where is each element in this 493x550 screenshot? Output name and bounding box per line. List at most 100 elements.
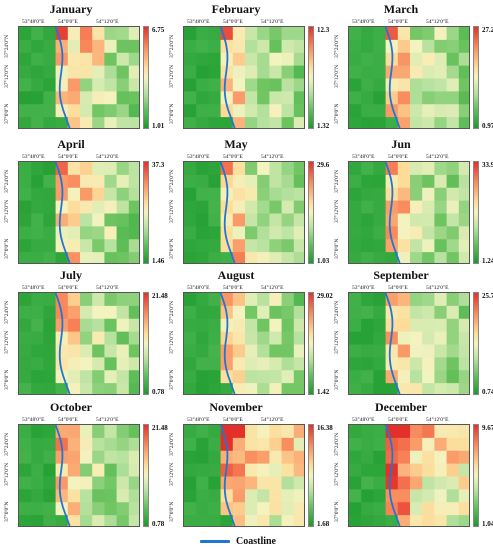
map-cell [410,78,423,92]
map-cell [19,213,32,227]
map-cell [128,357,139,371]
lon-tick-label: 53°48'0"E [187,417,210,423]
map-cell [208,463,222,478]
lat-tick-label: 37°24'0"N [4,432,10,456]
map-cell [434,450,448,465]
panel-january: January 53°48'0"E 54°0'0"E 54°12'0"E 37°24'0… [4,2,166,132]
map-cell [116,293,130,307]
map-cell [269,463,283,478]
lon-tick-label: 54°0'0"E [223,154,243,160]
map-cell [293,162,304,176]
colorbar-min-label: 1.32 [317,122,330,130]
map-cell [208,476,222,490]
map-cell [446,515,460,526]
map-cell [31,450,44,465]
map-cell [349,331,362,346]
lon-tick-label: 54°0'0"E [58,154,78,160]
map-cell [361,187,374,202]
map-cell [19,502,32,516]
map-cell [257,515,270,526]
lon-tick-label: 53°48'0"E [352,154,375,160]
concentration-map [183,26,305,129]
map-cell [458,450,469,465]
map-cell [43,27,57,41]
lat-tick-label: 37°12'0"N [169,330,175,354]
map-cell [397,344,411,358]
map-cell [31,357,44,371]
coastline [54,293,71,394]
map-cell [422,383,435,394]
map-cell [67,52,81,67]
colorbar-min-label: 0.74 [482,388,493,396]
map-cell [373,502,387,516]
map-cell [434,515,448,526]
map-cell [184,383,197,394]
coastline [384,27,401,128]
map-cell [373,78,387,92]
colorbar [308,26,314,129]
map-cell [80,476,93,490]
map-cell [19,239,32,253]
map-cell [55,383,69,394]
map-cell [104,200,118,215]
map-cell [43,331,57,346]
lon-tick-label: 54°12'0"E [96,285,119,291]
map-cell [293,200,304,215]
map-cell [349,187,362,202]
map-cell [184,305,197,320]
lon-tick-label: 54°12'0"E [426,285,449,291]
map-cell [55,515,69,526]
lat-tick-label: 37°0'0"N [334,238,340,259]
map-cell [19,200,32,215]
map-cell [128,39,139,54]
lat-tick-label: 37°24'0"N [334,34,340,58]
map-cell [245,52,258,67]
map-cell [373,239,387,253]
map-cell [67,463,81,478]
map-cell [232,39,246,54]
map-cell [232,476,246,490]
map-cell [116,27,130,41]
panel-may: May 53°48'0"E 54°0'0"E 54°12'0"E 37°24'0"N 37… [169,137,331,267]
map-cell [397,383,411,394]
map-cell [31,117,44,128]
map-cell [19,174,32,189]
map-cell [410,39,423,54]
colorbar-max-label: 29.02 [317,292,333,300]
map-cell [422,318,435,333]
map-cell [128,239,139,253]
concentration-map [348,161,470,264]
coastline-legend-icon [200,539,230,543]
map-cell [422,502,435,516]
panel-september: September 53°48'0"E 54°0'0"E 54°12'0"E 37°24… [334,268,493,398]
map-cell [116,39,130,54]
coastline [219,27,236,128]
map-cell [43,450,57,465]
map-cell [43,425,57,439]
map-cell [458,383,469,394]
lon-tick-label: 54°0'0"E [223,19,243,25]
map-cell [196,52,209,67]
map-cell [43,162,57,176]
map-cell [434,104,448,118]
map-cell [80,226,93,240]
map-cell [361,174,374,189]
map-cell [434,78,448,92]
map-cell [397,437,411,452]
map-cell [245,162,258,176]
map-cell [208,213,222,227]
map-cell [184,187,197,202]
map-cell [31,476,44,490]
map-cell [208,515,222,526]
panel-march: March 53°48'0"E 54°0'0"E 54°12'0"E 37°24'0"N… [334,2,493,132]
map-cell [55,226,69,240]
map-cell [269,450,283,465]
map-cell [128,450,139,465]
coastline [219,425,236,526]
map-cell [410,187,423,202]
map-cell [245,226,258,240]
map-cell [31,27,44,41]
map-cell [446,117,460,128]
map-cell [184,252,197,263]
map-cell [257,425,270,439]
